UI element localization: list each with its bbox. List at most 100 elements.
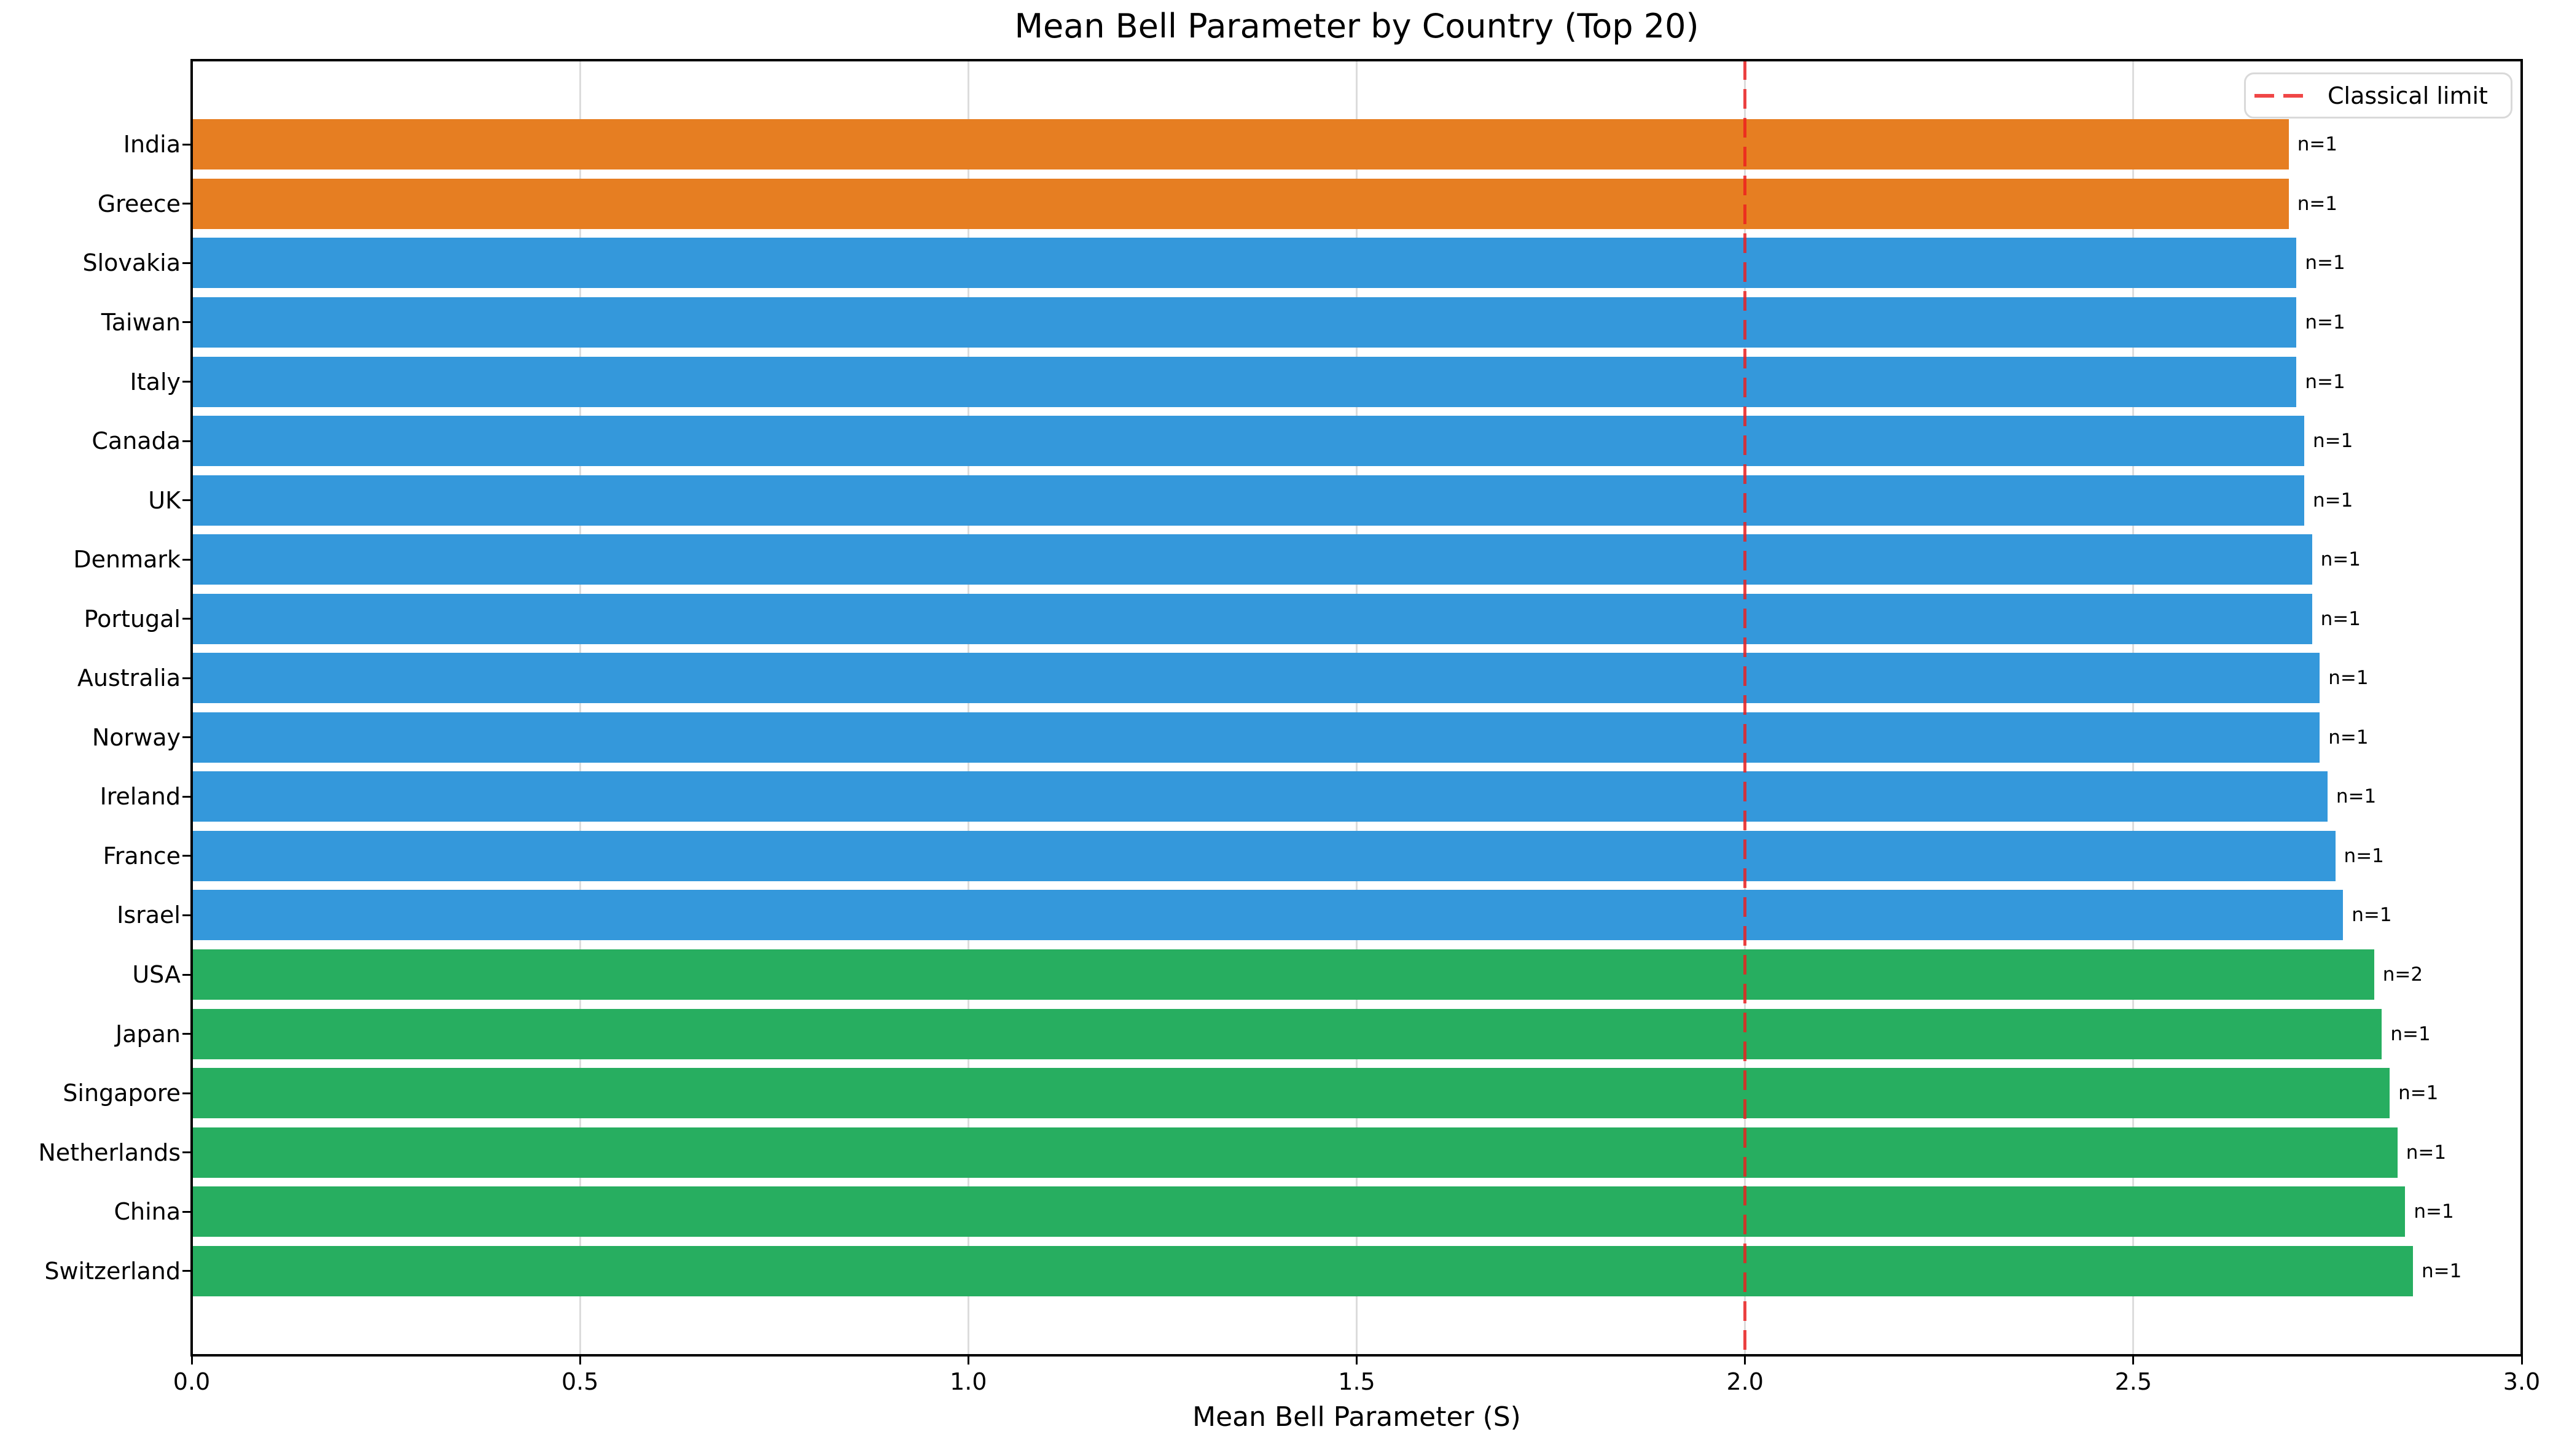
x-tick-mark-2.5 — [2132, 1355, 2135, 1365]
legend-label: Classical limit — [2328, 82, 2488, 109]
y-tick-label-china: China — [114, 1198, 181, 1226]
bottom-spine — [190, 1354, 2523, 1357]
bar-ireland — [192, 771, 2328, 822]
count-label-australia: n=1 — [2328, 667, 2369, 690]
count-label-switzerland: n=1 — [2421, 1259, 2462, 1282]
count-label-netherlands: n=1 — [2406, 1141, 2447, 1164]
count-label-italy: n=1 — [2305, 370, 2345, 393]
y-tick-label-italy: Italy — [130, 368, 181, 395]
bar-netherlands — [192, 1127, 2398, 1178]
count-label-china: n=1 — [2414, 1201, 2454, 1223]
y-tick-label-netherlands: Netherlands — [38, 1139, 181, 1166]
count-label-france: n=1 — [2344, 844, 2384, 867]
count-label-india: n=1 — [2297, 133, 2338, 156]
y-tick-mark-israel — [182, 914, 192, 916]
gridline-1.5 — [1356, 60, 1358, 1355]
y-tick-mark-china — [182, 1210, 192, 1213]
bar-australia — [192, 653, 2320, 704]
y-tick-label-israel: Israel — [117, 901, 181, 929]
legend: Classical limit — [2244, 72, 2512, 119]
top-spine — [190, 59, 2523, 61]
bar-uk — [192, 475, 2304, 526]
bar-france — [192, 830, 2336, 881]
bar-japan — [192, 1008, 2382, 1059]
y-tick-label-switzerland: Switzerland — [44, 1257, 181, 1285]
y-tick-label-portugal: Portugal — [84, 605, 181, 633]
bar-singapore — [192, 1068, 2390, 1119]
x-tick-mark-3.0 — [2520, 1355, 2523, 1365]
y-tick-mark-slovakia — [182, 262, 192, 264]
gridline-0.5 — [579, 60, 581, 1355]
left-spine — [190, 59, 193, 1357]
x-tick-label-2.5: 2.5 — [2114, 1368, 2152, 1395]
bar-taiwan — [192, 297, 2297, 348]
y-tick-label-japan: Japan — [115, 1020, 181, 1048]
y-tick-mark-switzerland — [182, 1270, 192, 1272]
bar-portugal — [192, 593, 2312, 644]
y-tick-label-france: France — [103, 842, 181, 870]
x-tick-mark-0.5 — [579, 1355, 581, 1365]
plot-area: n=1 n=1 n=1 n=1 n=1 n=1 n=1 n=1 n=1 n=1 n=1 n=1 n=1 n… — [190, 59, 2523, 1357]
x-tick-mark-0.0 — [190, 1355, 193, 1365]
count-label-israel: n=1 — [2352, 904, 2392, 927]
y-tick-label-usa: USA — [132, 961, 181, 988]
count-label-japan: n=1 — [2390, 1022, 2431, 1045]
count-label-portugal: n=1 — [2320, 607, 2361, 630]
y-tick-label-ireland: Ireland — [100, 783, 181, 811]
count-label-greece: n=1 — [2297, 192, 2338, 215]
y-tick-label-australia: Australia — [77, 664, 181, 692]
bar-usa — [192, 949, 2374, 1000]
bar-greece — [192, 178, 2289, 229]
count-label-uk: n=1 — [2312, 489, 2353, 512]
count-label-singapore: n=1 — [2398, 1082, 2439, 1105]
bar-china — [192, 1186, 2406, 1237]
classical-limit-line-sample-icon — [2254, 93, 2303, 98]
y-tick-mark-greece — [182, 203, 192, 205]
bar-norway — [192, 712, 2320, 763]
y-tick-mark-india — [182, 143, 192, 146]
bar-denmark — [192, 534, 2312, 585]
y-tick-label-uk: UK — [148, 486, 181, 514]
count-label-norway: n=1 — [2328, 726, 2369, 749]
y-tick-mark-uk — [182, 499, 192, 502]
y-tick-mark-ireland — [182, 795, 192, 798]
bar-india — [192, 119, 2289, 170]
x-tick-mark-1.0 — [967, 1355, 969, 1365]
x-tick-mark-1.5 — [1356, 1355, 1358, 1365]
count-label-taiwan: n=1 — [2305, 311, 2345, 333]
x-tick-label-2.0: 2.0 — [1726, 1368, 1764, 1395]
count-label-denmark: n=1 — [2320, 548, 2361, 571]
right-spine — [2520, 59, 2523, 1357]
count-label-slovakia: n=1 — [2305, 252, 2345, 274]
y-tick-mark-netherlands — [182, 1151, 192, 1154]
x-tick-mark-2.0 — [1744, 1355, 1746, 1365]
bar-slovakia — [192, 238, 2297, 289]
x-tick-label-1.5: 1.5 — [1338, 1368, 1375, 1395]
y-tick-mark-taiwan — [182, 321, 192, 324]
bar-switzerland — [192, 1245, 2413, 1296]
y-tick-label-canada: Canada — [92, 427, 181, 455]
x-axis-label: Mean Bell Parameter (S) — [1192, 1401, 1521, 1433]
x-tick-label-0.0: 0.0 — [173, 1368, 211, 1395]
bar-italy — [192, 356, 2297, 407]
y-tick-label-slovakia: Slovakia — [82, 249, 181, 277]
x-tick-label-0.5: 0.5 — [561, 1368, 599, 1395]
y-tick-label-greece: Greece — [97, 190, 181, 217]
x-tick-label-3.0: 3.0 — [2503, 1368, 2541, 1395]
y-tick-mark-australia — [182, 677, 192, 679]
y-tick-label-singapore: Singapore — [63, 1080, 181, 1107]
y-tick-label-india: India — [123, 131, 181, 158]
y-tick-mark-denmark — [182, 558, 192, 561]
y-tick-label-norway: Norway — [92, 723, 181, 751]
bar-israel — [192, 890, 2344, 941]
y-tick-label-taiwan: Taiwan — [101, 308, 181, 336]
classical-limit-reference-line — [1743, 60, 1747, 1355]
count-label-ireland: n=1 — [2336, 785, 2377, 808]
y-tick-mark-singapore — [182, 1092, 192, 1094]
count-label-usa: n=2 — [2382, 964, 2423, 986]
y-tick-label-denmark: Denmark — [73, 546, 181, 574]
gridline-1.0 — [967, 60, 969, 1355]
chart-title: Mean Bell Parameter by Country (Top 20) — [1014, 7, 1699, 45]
y-tick-mark-canada — [182, 440, 192, 442]
